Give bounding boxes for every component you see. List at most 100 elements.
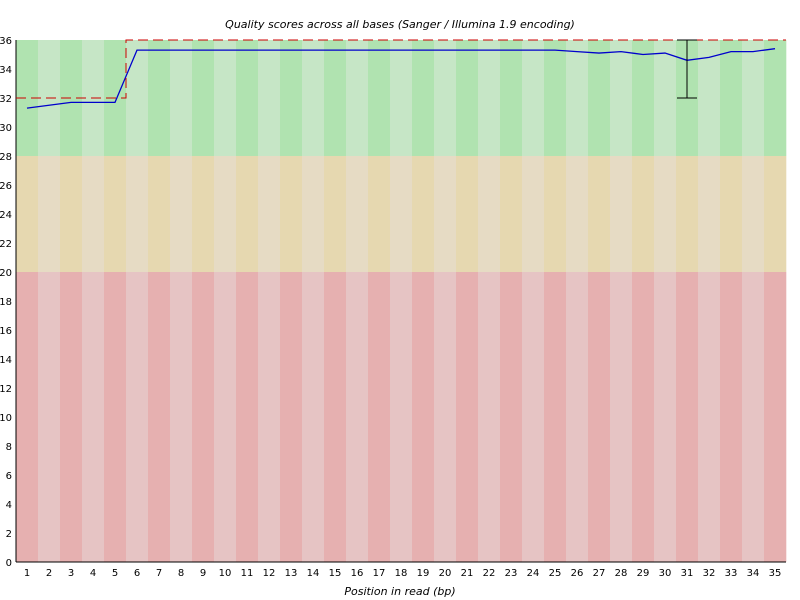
band-0-col-35 xyxy=(764,40,787,156)
band-1-col-28 xyxy=(610,156,633,272)
x-tick-label: 35 xyxy=(769,568,782,579)
series xyxy=(16,39,786,109)
band-1-col-29 xyxy=(632,156,655,272)
band-1-col-17 xyxy=(368,156,391,272)
band-0-col-11 xyxy=(236,40,259,156)
band-1-col-5 xyxy=(104,156,127,272)
x-tick-label: 34 xyxy=(747,568,760,579)
y-tick-label: 4 xyxy=(6,500,12,511)
x-tick-label: 32 xyxy=(703,568,716,579)
x-tick-label: 5 xyxy=(112,568,118,579)
band-1-col-30 xyxy=(654,156,677,272)
band-2-col-15 xyxy=(324,272,347,562)
x-tick-label: 11 xyxy=(241,568,254,579)
band-2-col-8 xyxy=(170,272,193,562)
band-0-col-18 xyxy=(390,40,413,156)
band-1-col-8 xyxy=(170,156,193,272)
band-1-col-24 xyxy=(522,156,545,272)
x-tick-label: 26 xyxy=(571,568,584,579)
x-tick-label: 30 xyxy=(659,568,672,579)
y-tick-label: 8 xyxy=(6,442,12,453)
band-2-col-16 xyxy=(346,272,369,562)
band-1-col-33 xyxy=(720,156,743,272)
band-2-col-21 xyxy=(456,272,479,562)
x-tick-label: 16 xyxy=(351,568,364,579)
quality-bands xyxy=(16,40,787,562)
band-0-col-23 xyxy=(500,40,523,156)
y-tick-label: 28 xyxy=(0,152,12,163)
x-tick-label: 23 xyxy=(505,568,518,579)
band-0-col-32 xyxy=(698,40,721,156)
band-1-col-1 xyxy=(16,156,39,272)
x-tick-label: 22 xyxy=(483,568,496,579)
band-2-col-26 xyxy=(566,272,589,562)
band-0-col-21 xyxy=(456,40,479,156)
error-bar-pos-31 xyxy=(677,39,697,99)
y-tick-label: 6 xyxy=(6,471,12,482)
band-0-col-27 xyxy=(588,40,611,156)
y-tick-label: 34 xyxy=(0,65,12,76)
band-1-col-11 xyxy=(236,156,259,272)
y-tick-label: 2 xyxy=(6,529,12,540)
band-1-col-32 xyxy=(698,156,721,272)
y-tick-label: 36 xyxy=(0,36,12,47)
band-2-col-14 xyxy=(302,272,325,562)
x-tick-label: 24 xyxy=(527,568,540,579)
band-2-col-10 xyxy=(214,272,237,562)
band-0-col-1 xyxy=(16,40,39,156)
band-1-col-34 xyxy=(742,156,765,272)
band-1-col-31 xyxy=(676,156,699,272)
y-tick-label: 22 xyxy=(0,239,12,250)
x-tick-label: 8 xyxy=(178,568,184,579)
band-2-col-22 xyxy=(478,272,501,562)
band-0-col-19 xyxy=(412,40,435,156)
x-tick-label: 1 xyxy=(24,568,30,579)
band-2-col-3 xyxy=(60,272,83,562)
band-2-col-11 xyxy=(236,272,259,562)
band-0-col-28 xyxy=(610,40,633,156)
chart-title: Quality scores across all bases (Sanger … xyxy=(225,18,575,31)
band-1-col-26 xyxy=(566,156,589,272)
band-2-col-30 xyxy=(654,272,677,562)
band-0-col-26 xyxy=(566,40,589,156)
y-tick-label: 26 xyxy=(0,181,12,192)
x-tick-label: 4 xyxy=(90,568,96,579)
band-0-col-30 xyxy=(654,40,677,156)
band-0-col-12 xyxy=(258,40,281,156)
band-0-col-34 xyxy=(742,40,765,156)
band-2-col-28 xyxy=(610,272,633,562)
y-tick-label: 32 xyxy=(0,94,12,105)
band-2-col-35 xyxy=(764,272,787,562)
band-1-col-19 xyxy=(412,156,435,272)
y-tick-label: 0 xyxy=(6,558,12,569)
x-tick-label: 7 xyxy=(156,568,162,579)
x-tick-label: 12 xyxy=(263,568,276,579)
band-1-col-2 xyxy=(38,156,61,272)
band-2-col-20 xyxy=(434,272,457,562)
band-0-col-25 xyxy=(544,40,567,156)
error-bars xyxy=(677,39,697,99)
x-tick-label: 14 xyxy=(307,568,320,579)
y-tick-label: 24 xyxy=(0,210,12,221)
x-tick-label: 2 xyxy=(46,568,52,579)
band-0-col-9 xyxy=(192,40,215,156)
band-2-col-9 xyxy=(192,272,215,562)
y-tick-label: 16 xyxy=(0,326,12,337)
band-0-col-29 xyxy=(632,40,655,156)
band-1-col-3 xyxy=(60,156,83,272)
band-2-col-6 xyxy=(126,272,149,562)
band-2-col-33 xyxy=(720,272,743,562)
mean-line xyxy=(26,48,776,109)
band-2-col-17 xyxy=(368,272,391,562)
x-tick-label: 3 xyxy=(68,568,74,579)
band-2-col-1 xyxy=(16,272,39,562)
y-tick-label: 12 xyxy=(0,384,12,395)
x-tick-label: 21 xyxy=(461,568,474,579)
x-tick-label: 28 xyxy=(615,568,628,579)
y-tick-label: 30 xyxy=(0,123,12,134)
band-1-col-7 xyxy=(148,156,171,272)
y-tick-label: 14 xyxy=(0,355,12,366)
band-0-col-3 xyxy=(60,40,83,156)
